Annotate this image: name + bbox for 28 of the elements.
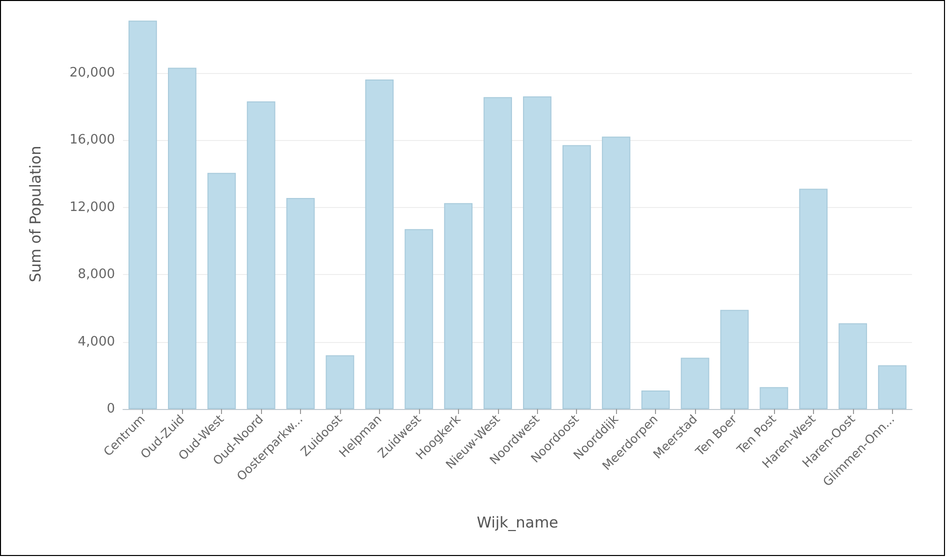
y-axis-title: Sum of Population bbox=[26, 146, 44, 282]
y-tick-label: 8,000 bbox=[78, 267, 115, 282]
bar bbox=[484, 97, 512, 409]
bar bbox=[799, 188, 828, 409]
bar bbox=[404, 229, 434, 409]
bar bbox=[878, 365, 906, 409]
bar bbox=[680, 358, 710, 409]
bar bbox=[760, 387, 788, 409]
bar bbox=[838, 323, 868, 409]
bar bbox=[365, 80, 394, 409]
bar bbox=[168, 68, 196, 409]
bar bbox=[641, 390, 670, 409]
bar bbox=[602, 136, 630, 409]
y-tick-label: 12,000 bbox=[70, 200, 115, 215]
bar bbox=[286, 198, 315, 409]
bar bbox=[720, 310, 749, 409]
bar bbox=[207, 172, 236, 409]
y-tick-label: 16,000 bbox=[70, 132, 115, 148]
bar bbox=[128, 20, 157, 409]
bar bbox=[523, 96, 552, 409]
bar bbox=[562, 145, 591, 409]
bar bbox=[246, 101, 276, 409]
bar bbox=[444, 203, 473, 409]
y-tick-label: 4,000 bbox=[78, 334, 115, 350]
x-axis-title: Wijk_name bbox=[476, 514, 558, 532]
y-tick-label: 0 bbox=[106, 402, 115, 416]
bar bbox=[326, 355, 354, 409]
y-tick-label: 20,000 bbox=[70, 65, 115, 80]
